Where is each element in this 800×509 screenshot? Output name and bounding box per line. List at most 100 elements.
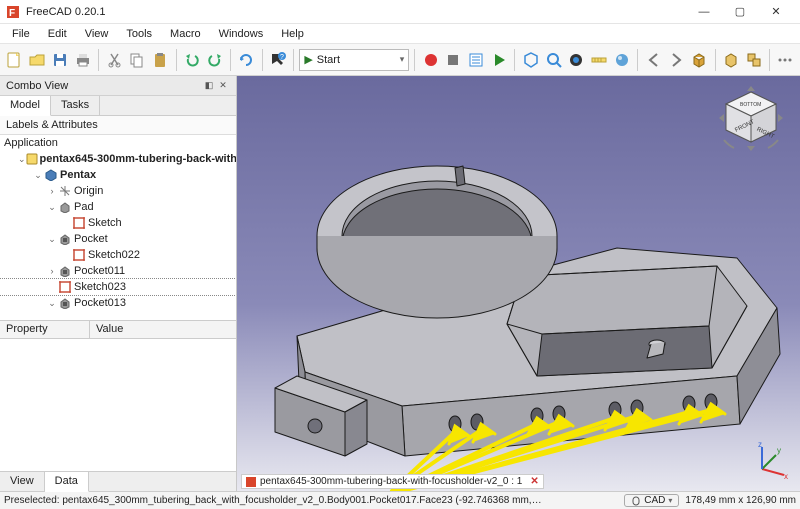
tree-twist-icon[interactable]: ⌄ (46, 202, 58, 213)
macro-play-icon[interactable] (489, 48, 510, 72)
panel-close-icon[interactable]: ✕ (216, 79, 230, 93)
document-tab[interactable]: pentax645-300mm-tubering-back-with-focus… (241, 474, 544, 489)
view-measure-icon[interactable] (589, 48, 610, 72)
tree-twist-icon[interactable]: › (46, 266, 58, 276)
tree-item-label: Origin (74, 185, 103, 197)
tree-item-icon (58, 184, 72, 198)
labels-attributes-header: Labels & Attributes (0, 116, 236, 135)
print-icon[interactable] (72, 48, 93, 72)
cut-icon[interactable] (104, 48, 125, 72)
tree-app-label: Application (0, 135, 236, 151)
tree-row[interactable]: Sketch023 (0, 279, 236, 295)
tree-row[interactable]: › Origin (0, 183, 236, 199)
tree-twist-icon[interactable]: ⌄ (46, 298, 58, 309)
tree-row[interactable]: Sketch (0, 215, 236, 231)
window-close-button[interactable]: ✕ (758, 0, 794, 24)
model-tree[interactable]: Application ⌄ pentax645-300mm-tubering-ba… (0, 135, 236, 321)
part-group-icon[interactable] (743, 48, 764, 72)
new-icon[interactable] (4, 48, 25, 72)
open-icon[interactable] (27, 48, 48, 72)
view-iso-icon[interactable] (520, 48, 541, 72)
save-icon[interactable] (50, 48, 71, 72)
combo-bottom-tabs: View Data (0, 471, 236, 491)
tab-tasks[interactable]: Tasks (51, 96, 100, 115)
nav-style-selector[interactable]: CAD ▾ (624, 494, 679, 507)
paste-icon[interactable] (150, 48, 171, 72)
window-maximize-button[interactable]: ▢ (722, 0, 758, 24)
window-minimize-button[interactable]: — (686, 0, 722, 24)
view-appearance-icon[interactable] (612, 48, 633, 72)
tree-item-icon (58, 264, 72, 278)
status-dimensions: 178,49 mm x 126,90 mm (685, 495, 796, 506)
combo-title-label: Combo View (6, 80, 68, 92)
bounding-box-icon[interactable] (689, 48, 710, 72)
tab-view[interactable]: View (0, 472, 45, 491)
tree-row[interactable]: › Pocket011 (0, 263, 236, 279)
tree-item-label: pentax645-300mm-tubering-back-with-fo (40, 153, 236, 165)
menu-file[interactable]: File (4, 26, 38, 42)
tree-row[interactable]: Sketch022 (0, 247, 236, 263)
svg-text:y: y (777, 446, 781, 455)
doc-tab-label: pentax645-300mm-tubering-back-with-focus… (260, 476, 522, 487)
workbench-label: Start (317, 54, 340, 66)
tab-data[interactable]: Data (45, 472, 89, 492)
view-style-icon[interactable] (566, 48, 587, 72)
tree-twist-icon[interactable]: ⌄ (46, 234, 58, 245)
nav-back-icon[interactable] (643, 48, 664, 72)
svg-text:?: ? (280, 54, 284, 61)
tree-row[interactable]: ⌄ Pad (0, 199, 236, 215)
nav-style-label: CAD (644, 495, 665, 506)
tree-item-icon (58, 296, 72, 310)
main-toolbar: ? ▶ Start ▾ (0, 44, 800, 76)
overflow-icon[interactable] (775, 48, 796, 72)
panel-float-icon[interactable]: ◧ (202, 79, 216, 93)
tree-row[interactable]: ⌄ Pentax (0, 167, 236, 183)
tree-item-icon (72, 216, 86, 230)
svg-text:x: x (784, 472, 788, 481)
menu-edit[interactable]: Edit (40, 26, 75, 42)
menu-tools[interactable]: Tools (118, 26, 160, 42)
play-icon: ▶ (304, 53, 312, 66)
tree-item-icon (72, 248, 86, 262)
tree-item-label: Pentax (60, 169, 96, 181)
menu-help[interactable]: Help (273, 26, 312, 42)
navigation-cube[interactable]: FRONT RIGHT BOTTOM (716, 84, 786, 154)
tree-item-label: Pocket (74, 233, 108, 245)
macro-record-icon[interactable] (420, 48, 441, 72)
tab-model[interactable]: Model (0, 96, 51, 116)
tree-item-icon (44, 168, 58, 182)
nav-fwd-icon[interactable] (666, 48, 687, 72)
workbench-selector[interactable]: ▶ Start ▾ (299, 49, 409, 71)
menu-windows[interactable]: Windows (211, 26, 272, 42)
whatsthis-icon[interactable]: ? (268, 48, 289, 72)
tree-twist-icon[interactable]: ⌄ (18, 154, 26, 165)
tree-row[interactable]: ⌄Pocket013 (0, 295, 236, 311)
menu-view[interactable]: View (77, 26, 117, 42)
tree-item-label: Pad (74, 201, 94, 213)
3d-viewport[interactable]: FRONT RIGHT BOTTOM x y z (237, 76, 800, 491)
doc-tab-close-icon[interactable]: ✕ (530, 476, 538, 487)
part-box-icon[interactable] (721, 48, 742, 72)
tree-row[interactable]: ⌄ Pocket (0, 231, 236, 247)
refresh-icon[interactable] (236, 48, 257, 72)
status-bar: Preselected: pentax645_300mm_tubering_ba… (0, 491, 800, 509)
app-icon: F (6, 5, 20, 19)
tree-twist-icon[interactable]: › (46, 186, 58, 196)
tree-row[interactable]: ⌄ pentax645-300mm-tubering-back-with-fo (0, 151, 236, 167)
property-body (0, 339, 236, 471)
workspace: Combo View ◧ ✕ Model Tasks Labels & Attr… (0, 76, 800, 491)
menu-macro[interactable]: Macro (162, 26, 209, 42)
svg-text:F: F (9, 8, 15, 19)
property-col-header: Property (0, 321, 90, 338)
value-col-header: Value (90, 321, 129, 338)
view-fit-icon[interactable] (543, 48, 564, 72)
macro-list-icon[interactable] (466, 48, 487, 72)
undo-icon[interactable] (181, 48, 202, 72)
tree-item-label: Pocket011 (74, 265, 125, 277)
mouse-icon (631, 496, 641, 506)
macro-stop-icon[interactable] (443, 48, 464, 72)
tree-item-icon (58, 232, 72, 246)
copy-icon[interactable] (127, 48, 148, 72)
tree-twist-icon[interactable]: ⌄ (32, 170, 44, 181)
redo-icon[interactable] (204, 48, 225, 72)
